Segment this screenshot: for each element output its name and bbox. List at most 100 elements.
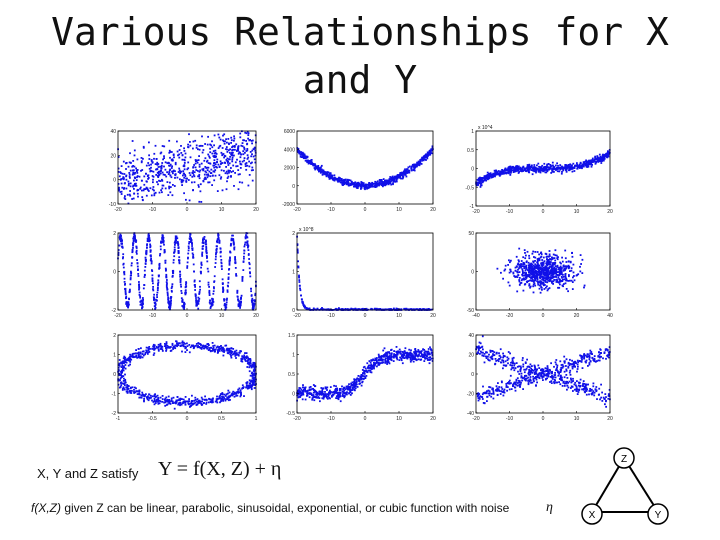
data-point xyxy=(157,348,160,351)
data-point xyxy=(202,169,205,172)
data-point xyxy=(183,172,185,175)
data-point xyxy=(184,175,187,177)
data-point xyxy=(324,173,327,176)
data-point xyxy=(251,139,254,142)
data-point xyxy=(533,271,536,273)
data-point xyxy=(156,394,159,397)
data-point xyxy=(556,258,559,261)
data-point xyxy=(416,161,418,164)
data-point xyxy=(183,192,185,195)
data-point xyxy=(163,401,166,404)
y-tick-label: 0 xyxy=(471,270,474,276)
data-point xyxy=(135,349,137,351)
data-point xyxy=(416,308,419,311)
data-point xyxy=(374,186,377,188)
data-point xyxy=(223,156,225,159)
data-point xyxy=(185,281,187,283)
data-point xyxy=(540,271,543,273)
data-point xyxy=(506,168,509,171)
data-point xyxy=(178,262,181,265)
data-point xyxy=(320,164,323,167)
data-point xyxy=(195,146,198,149)
data-point xyxy=(226,291,229,293)
data-point xyxy=(163,145,166,148)
data-point xyxy=(299,287,301,290)
data-point xyxy=(520,260,523,262)
data-point xyxy=(572,166,575,169)
data-point xyxy=(493,169,496,172)
data-point xyxy=(121,240,123,242)
data-point xyxy=(231,394,234,397)
data-point xyxy=(164,345,167,348)
data-point xyxy=(198,145,201,147)
data-point xyxy=(497,173,500,175)
data-point xyxy=(187,161,190,164)
data-point xyxy=(523,262,525,265)
y-tick-label: -0.5 xyxy=(465,185,474,191)
data-point xyxy=(121,369,123,372)
data-point xyxy=(189,156,192,159)
data-point xyxy=(245,386,248,389)
data-point xyxy=(540,268,543,271)
data-point xyxy=(389,178,391,181)
data-point xyxy=(134,183,136,186)
data-point xyxy=(120,366,123,368)
data-point xyxy=(142,298,144,301)
data-point xyxy=(193,181,196,184)
data-point xyxy=(136,169,139,171)
data-point xyxy=(172,184,174,186)
data-point xyxy=(390,308,392,310)
data-point xyxy=(541,265,544,268)
data-point xyxy=(371,183,373,186)
data-point xyxy=(249,360,252,363)
data-point xyxy=(152,170,155,173)
data-point xyxy=(496,267,499,270)
data-point xyxy=(507,281,510,284)
data-point xyxy=(193,402,196,405)
data-point xyxy=(234,148,236,151)
data-point xyxy=(127,180,130,183)
data-point xyxy=(518,263,521,266)
data-point xyxy=(555,269,558,272)
data-point xyxy=(576,164,579,167)
data-point xyxy=(254,384,257,386)
data-point xyxy=(518,271,521,273)
data-point xyxy=(532,169,535,172)
data-point xyxy=(135,245,138,248)
data-point xyxy=(480,177,483,180)
data-point xyxy=(161,350,164,352)
data-point xyxy=(177,403,180,406)
data-point xyxy=(321,307,323,309)
data-point xyxy=(341,181,344,184)
data-point xyxy=(251,307,254,310)
data-point xyxy=(226,172,229,175)
data-point xyxy=(342,180,345,183)
data-point xyxy=(136,262,139,264)
data-point xyxy=(119,237,122,239)
data-point xyxy=(215,251,218,254)
data-point xyxy=(215,248,218,250)
data-point xyxy=(123,277,126,280)
x-tick-label: -20 xyxy=(293,207,300,213)
data-point xyxy=(199,285,201,288)
data-point xyxy=(220,176,223,179)
data-point xyxy=(179,178,181,181)
data-point xyxy=(229,256,231,259)
data-point xyxy=(393,177,396,179)
data-point xyxy=(544,265,547,268)
data-point xyxy=(251,371,253,374)
data-point xyxy=(171,170,173,173)
data-point xyxy=(512,271,515,274)
data-point xyxy=(308,160,311,162)
data-point xyxy=(518,247,521,250)
data-point xyxy=(184,173,186,176)
data-point xyxy=(131,169,134,172)
data-point xyxy=(211,398,214,401)
data-point xyxy=(153,299,155,301)
data-point xyxy=(326,174,329,177)
data-point xyxy=(145,164,148,167)
data-point xyxy=(129,390,131,392)
data-point xyxy=(131,390,133,392)
data-point xyxy=(157,282,159,285)
data-point xyxy=(238,181,241,184)
